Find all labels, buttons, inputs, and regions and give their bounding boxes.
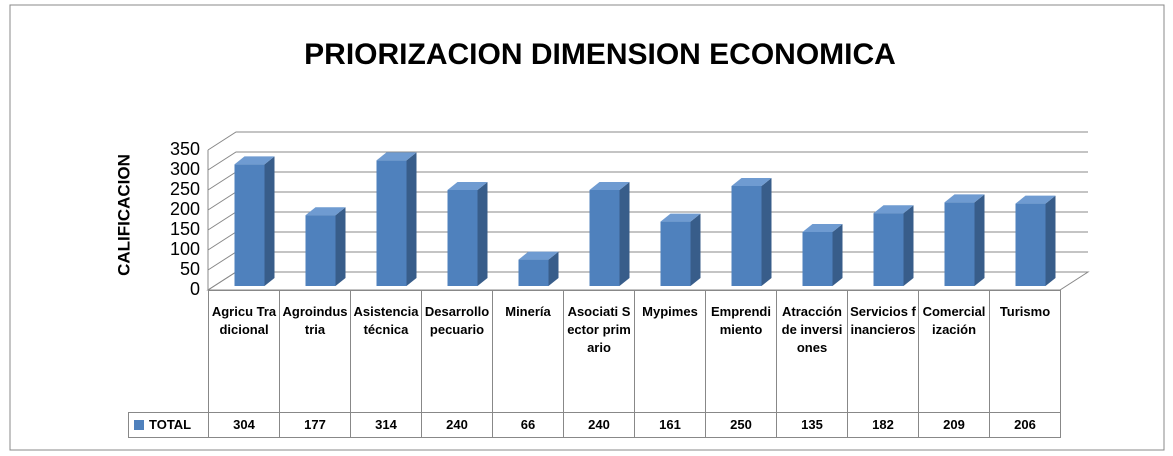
bar-side: [1045, 195, 1056, 286]
category-cell: Agroindustria: [279, 290, 351, 413]
value-cell: 161: [634, 412, 706, 438]
category-cell: Minería: [492, 290, 564, 413]
value-cell: 240: [421, 412, 493, 438]
bar-side: [619, 182, 630, 286]
bar: [731, 186, 762, 286]
bar-top: [589, 182, 630, 190]
bar: [660, 221, 691, 286]
y-tick-label: 50: [180, 259, 200, 279]
bar-side: [264, 156, 275, 286]
value-cell: 209: [918, 412, 990, 438]
bar-top: [234, 156, 275, 165]
category-cell: Comercialización: [918, 290, 990, 413]
value-cell: 66: [492, 412, 564, 438]
value-cell: 314: [350, 412, 422, 438]
bar-side: [548, 251, 559, 286]
y-tick-label: 100: [170, 239, 200, 259]
bar-side: [761, 178, 772, 286]
category-cell: Asociati Sector primario: [563, 290, 635, 413]
y-tick-label: 150: [170, 219, 200, 239]
bar-top: [447, 182, 488, 190]
y-tick-label: 0: [190, 279, 200, 299]
bar-side: [477, 182, 488, 286]
value-cell: 250: [705, 412, 777, 438]
bar-top: [305, 207, 346, 216]
bar: [447, 190, 478, 286]
value-cell: 182: [847, 412, 919, 438]
bar-top: [802, 224, 843, 232]
bar: [1015, 203, 1046, 286]
bar: [518, 259, 549, 286]
category-cell: Servicios financieros: [847, 290, 919, 413]
bar-side: [406, 152, 417, 286]
bar-side: [335, 207, 346, 286]
bar-top: [944, 194, 985, 203]
bar: [944, 202, 975, 286]
y-tick-label: 350: [170, 139, 200, 159]
category-cell: Desarrollo pecuario: [421, 290, 493, 413]
category-cell: Agricu Tradicional: [208, 290, 280, 413]
bar: [305, 215, 336, 286]
category-cell: Atracción de inversiones: [776, 290, 848, 413]
bar-side: [832, 224, 843, 286]
bar-top: [731, 178, 772, 186]
bar-top: [376, 152, 417, 161]
bar-side: [690, 213, 701, 286]
grid-line: [207, 151, 1088, 171]
category-cell: Turismo: [989, 290, 1061, 413]
bar: [234, 164, 265, 286]
value-cell: 135: [776, 412, 848, 438]
bar-side: [974, 194, 985, 286]
y-tick-label: 300: [170, 159, 200, 179]
bar: [376, 160, 407, 286]
y-tick-label: 200: [170, 199, 200, 219]
bar-top: [873, 205, 914, 214]
value-cell: 206: [989, 412, 1061, 438]
value-cell: 304: [208, 412, 280, 438]
bar-top: [1015, 195, 1056, 204]
bar-side: [903, 205, 914, 286]
category-cell: Asistencia técnica: [350, 290, 422, 413]
grid-line: [207, 131, 1088, 151]
bar: [802, 232, 833, 286]
chart-title: PRIORIZACION DIMENSION ECONOMICA: [304, 38, 896, 71]
category-cell: Emprendimiento: [705, 290, 777, 413]
y-axis-title: CALIFICACION: [114, 154, 133, 276]
bar: [873, 213, 904, 286]
category-cell: Mypimes: [634, 290, 706, 413]
y-tick-label: 250: [170, 179, 200, 199]
bar: [589, 190, 620, 286]
bar-top: [518, 251, 559, 260]
value-cell: 177: [279, 412, 351, 438]
value-cell: 240: [563, 412, 635, 438]
legend-swatch: [134, 420, 144, 430]
bar-top: [660, 213, 701, 222]
